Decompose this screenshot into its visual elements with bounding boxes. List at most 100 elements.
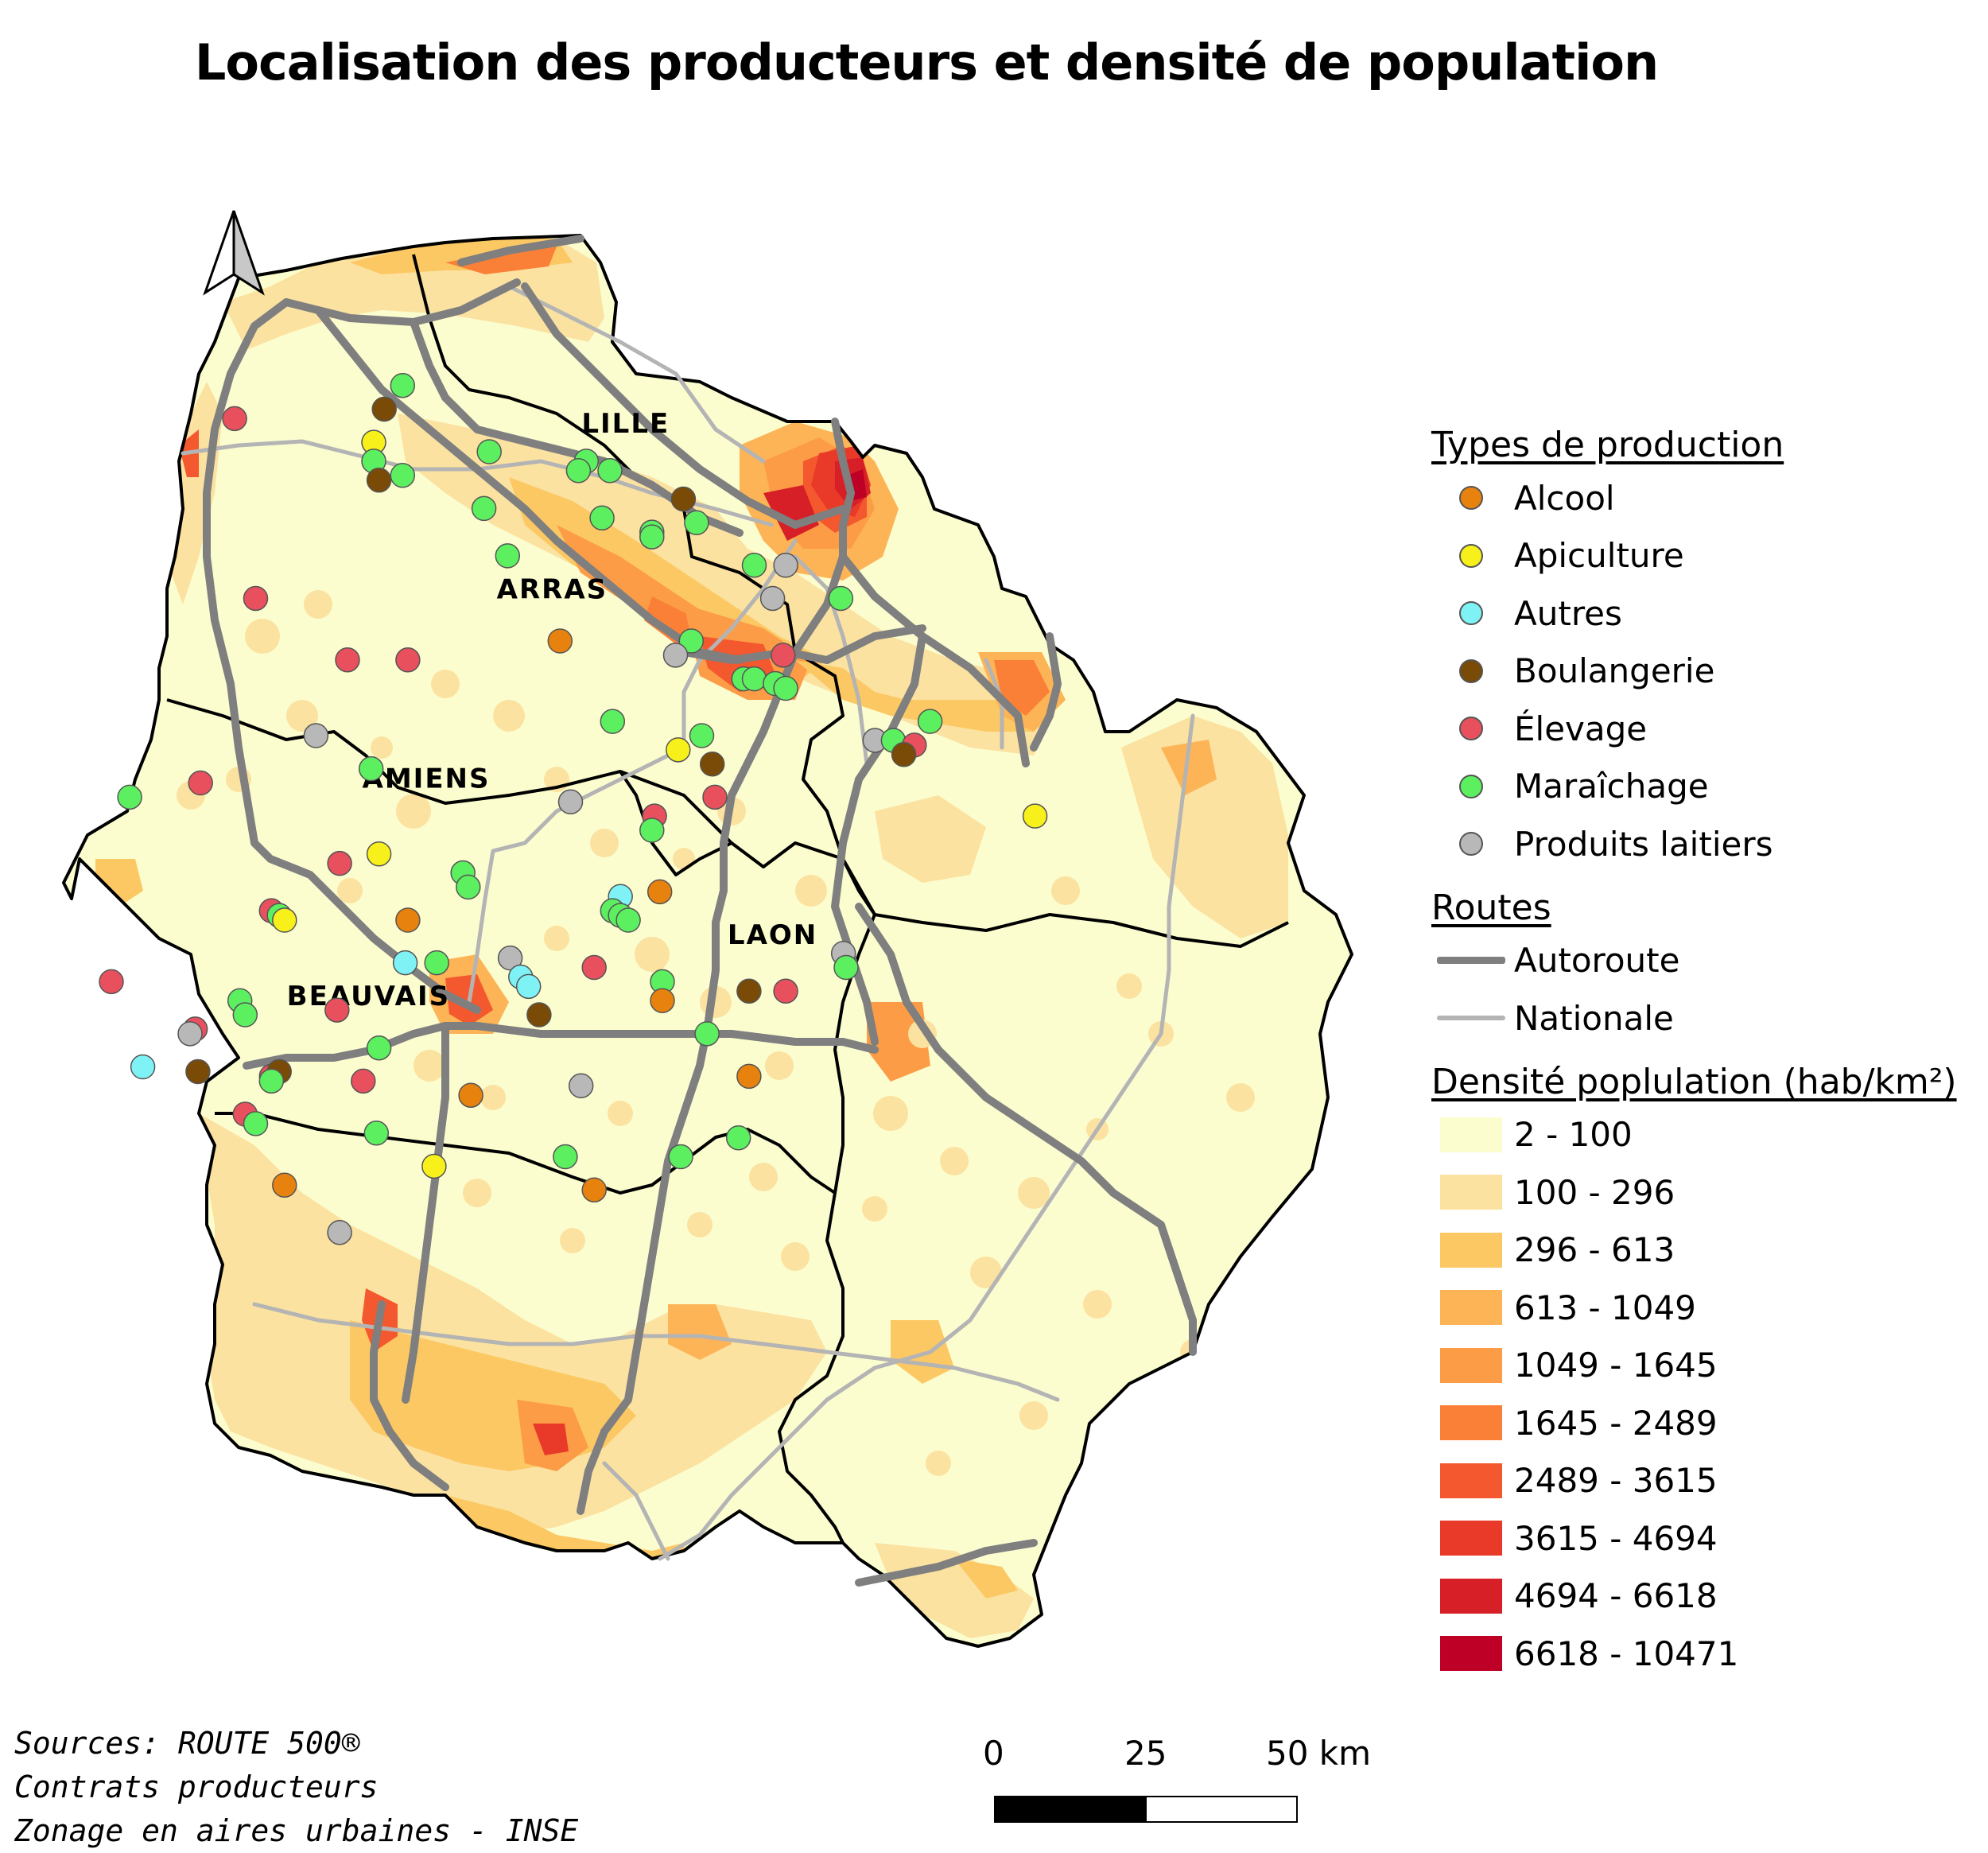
producer-point-maraichage[interactable] bbox=[597, 458, 623, 484]
producer-point-boulangerie[interactable] bbox=[366, 467, 392, 493]
producer-point-laitiers[interactable] bbox=[303, 723, 329, 748]
producer-point-maraichage[interactable] bbox=[553, 1144, 578, 1170]
producer-point-boulangerie[interactable] bbox=[670, 486, 697, 512]
producer-point-laitiers[interactable] bbox=[177, 1021, 203, 1047]
producer-point-laitiers[interactable] bbox=[759, 585, 786, 612]
legend-symbol bbox=[1431, 1342, 1511, 1389]
producer-point-elevage[interactable] bbox=[324, 997, 350, 1023]
producer-point-laitiers[interactable] bbox=[568, 1073, 594, 1099]
producer-point-maraichage[interactable] bbox=[615, 907, 641, 933]
producer-point-elevage[interactable] bbox=[327, 850, 352, 876]
producer-point-alcool[interactable] bbox=[581, 1177, 607, 1202]
legend-swatch bbox=[1440, 1232, 1502, 1268]
producer-point-maraichage[interactable] bbox=[232, 1002, 258, 1028]
producer-point-maraichage[interactable] bbox=[639, 524, 665, 550]
producer-point-apiculture[interactable] bbox=[666, 737, 691, 763]
legend-symbol bbox=[1431, 532, 1511, 580]
producer-point-maraichage[interactable] bbox=[390, 463, 416, 488]
producer-point-maraichage[interactable] bbox=[117, 784, 142, 810]
legend-symbol bbox=[1431, 1168, 1511, 1216]
producer-point-maraichage[interactable] bbox=[495, 543, 521, 569]
producer-point-maraichage[interactable] bbox=[694, 1021, 720, 1047]
producer-point-elevage[interactable] bbox=[335, 647, 360, 673]
producer-point-maraichage[interactable] bbox=[565, 458, 592, 484]
producer-point-elevage[interactable] bbox=[351, 1068, 376, 1094]
producer-point-maraichage[interactable] bbox=[589, 505, 615, 531]
producer-point-laitiers[interactable] bbox=[662, 643, 689, 668]
sources-text: Sources: ROUTE 500® Contrats producteurs… bbox=[14, 1722, 578, 1853]
producer-point-alcool[interactable] bbox=[272, 1172, 297, 1198]
producer-point-maraichage[interactable] bbox=[390, 372, 416, 398]
producer-point-maraichage[interactable] bbox=[833, 954, 859, 981]
producer-point-maraichage[interactable] bbox=[363, 1121, 390, 1146]
producer-point-maraichage[interactable] bbox=[639, 818, 665, 843]
producer-point-alcool[interactable] bbox=[458, 1082, 483, 1108]
producer-point-maraichage[interactable] bbox=[471, 495, 497, 522]
north-arrow-icon bbox=[203, 210, 265, 296]
producer-point-maraichage[interactable] bbox=[741, 553, 767, 578]
legend-symbol bbox=[1431, 1399, 1511, 1447]
producer-point-maraichage[interactable] bbox=[689, 723, 715, 748]
producer-point-autres[interactable] bbox=[515, 973, 542, 1000]
producer-point-maraichage[interactable] bbox=[725, 1125, 751, 1151]
producer-point-alcool[interactable] bbox=[395, 907, 421, 933]
producer-point-maraichage[interactable] bbox=[366, 1035, 392, 1061]
producer-point-maraichage[interactable] bbox=[678, 628, 705, 654]
producer-point-boulangerie[interactable] bbox=[891, 742, 917, 767]
producer-point-elevage[interactable] bbox=[395, 647, 421, 673]
legend: Types de production Alcool Apiculture Autr… bbox=[1431, 421, 1957, 1683]
producer-point-autres[interactable] bbox=[130, 1054, 156, 1080]
producer-point-maraichage[interactable] bbox=[476, 439, 502, 464]
legend-symbol bbox=[1431, 1514, 1511, 1562]
legend-routes-title: Routes bbox=[1431, 887, 1551, 928]
producer-point-elevage[interactable] bbox=[222, 406, 247, 432]
producer-point-laitiers[interactable] bbox=[773, 553, 798, 578]
producer-point-elevage[interactable] bbox=[581, 954, 607, 981]
legend-label: Autoroute bbox=[1514, 941, 1680, 981]
producer-point-laitiers[interactable] bbox=[557, 789, 584, 815]
producer-point-maraichage[interactable] bbox=[684, 510, 709, 535]
producer-point-alcool[interactable] bbox=[736, 1063, 762, 1090]
producer-point-boulangerie[interactable] bbox=[185, 1059, 211, 1085]
producer-point-elevage[interactable] bbox=[702, 784, 728, 810]
producer-point-maraichage[interactable] bbox=[258, 1068, 285, 1094]
producer-point-boulangerie[interactable] bbox=[699, 751, 725, 777]
sources-line: Zonage en aires urbaines - INSE bbox=[14, 1813, 579, 1848]
producer-point-apiculture[interactable] bbox=[1022, 803, 1048, 829]
producer-point-maraichage[interactable] bbox=[917, 709, 943, 734]
producer-point-maraichage[interactable] bbox=[424, 950, 449, 976]
producer-point-maraichage[interactable] bbox=[828, 585, 854, 612]
producer-point-maraichage[interactable] bbox=[243, 1111, 269, 1136]
producer-point-maraichage[interactable] bbox=[600, 709, 626, 734]
producer-point-maraichage[interactable] bbox=[456, 874, 481, 900]
legend-swatch bbox=[1440, 1463, 1502, 1498]
producer-point-elevage[interactable] bbox=[99, 969, 124, 995]
producer-point-alcool[interactable] bbox=[547, 628, 573, 654]
scale-bar: 0 25 50 km bbox=[978, 1734, 1392, 1829]
producer-point-boulangerie[interactable] bbox=[526, 1002, 552, 1028]
producer-point-elevage[interactable] bbox=[243, 585, 269, 612]
producer-point-autres[interactable] bbox=[392, 950, 418, 976]
producer-point-maraichage[interactable] bbox=[741, 666, 767, 692]
producer-point-apiculture[interactable] bbox=[272, 907, 297, 933]
producer-point-alcool[interactable] bbox=[646, 879, 673, 905]
producer-point-apiculture[interactable] bbox=[421, 1153, 447, 1179]
producer-point-elevage[interactable] bbox=[773, 978, 798, 1004]
producer-point-maraichage[interactable] bbox=[773, 675, 798, 701]
producer-point-elevage[interactable] bbox=[771, 643, 796, 668]
producer-point-maraichage[interactable] bbox=[668, 1144, 693, 1170]
legend-symbol bbox=[1431, 1111, 1511, 1159]
legend-swatch bbox=[1440, 1405, 1502, 1441]
producer-point-laitiers[interactable] bbox=[497, 945, 523, 971]
producer-point-laitiers[interactable] bbox=[327, 1220, 352, 1245]
producer-point-boulangerie[interactable] bbox=[371, 396, 397, 422]
legend-symbol bbox=[1431, 705, 1511, 752]
producer-point-elevage[interactable] bbox=[188, 770, 213, 796]
producer-point-apiculture[interactable] bbox=[366, 841, 392, 867]
legend-dot bbox=[1459, 658, 1483, 683]
producer-point-boulangerie[interactable] bbox=[736, 978, 762, 1004]
producer-point-alcool[interactable] bbox=[650, 988, 675, 1013]
producer-point-maraichage[interactable] bbox=[358, 756, 384, 782]
